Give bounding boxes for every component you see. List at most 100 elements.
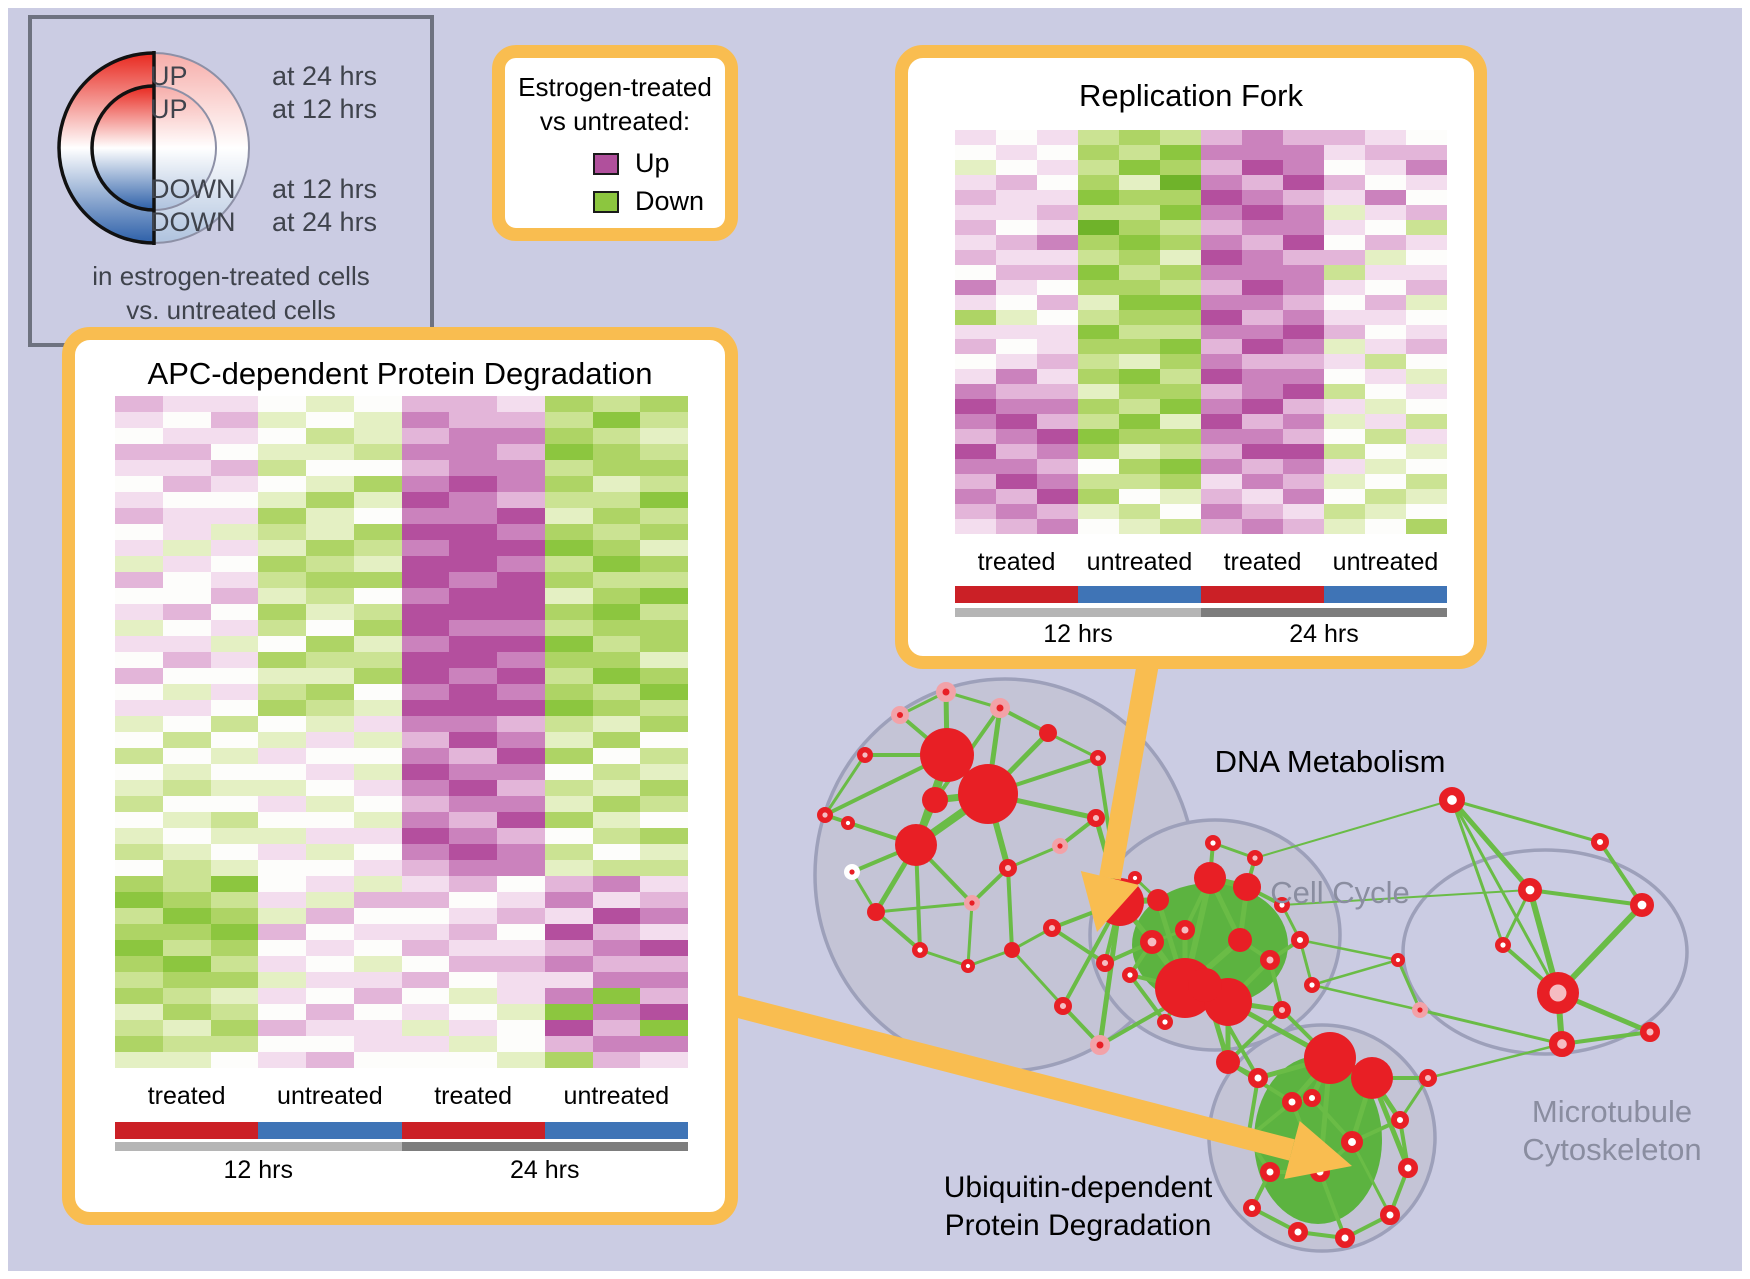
apc-heatmap <box>115 396 688 1068</box>
group-labels: treated untreated treated untreated <box>955 548 1447 577</box>
callout-arrow-head <box>1080 870 1140 932</box>
gene-node <box>895 824 937 866</box>
gene-node <box>1303 977 1320 994</box>
gene-node <box>1418 1068 1437 1087</box>
gene-node <box>998 858 1017 877</box>
apc-degradation-panel: APC-dependent Protein Degradation treate… <box>62 327 738 1225</box>
gene-node <box>1194 862 1226 894</box>
network-label: Cytoskeleton <box>1522 1132 1701 1167</box>
gene-node <box>1272 1000 1291 1019</box>
gene-node <box>1188 968 1222 1002</box>
group-label: treated <box>977 548 1056 576</box>
gene-node <box>817 807 834 824</box>
gene-node <box>1282 1092 1302 1112</box>
gene-node <box>1039 724 1057 742</box>
gene-node <box>1216 1050 1240 1074</box>
group-labels: treated untreated treated untreated <box>115 1082 688 1111</box>
gene-node <box>1128 870 1143 885</box>
replication-fork-panel: Replication Fork treated untreated treat… <box>895 45 1487 669</box>
gene-node <box>1640 1022 1660 1042</box>
gene-node <box>1089 750 1106 767</box>
gradient-legend-box: UP at 24 hrs UP at 12 hrs DOWN at 12 hrs… <box>28 15 434 347</box>
network-label: Cell Cycle <box>1270 875 1410 910</box>
group-label: untreated <box>1086 548 1193 576</box>
time-color-bar <box>955 608 1447 617</box>
hrs24-bar <box>1201 608 1447 617</box>
gene-node <box>1302 1088 1321 1107</box>
time-color-bar <box>115 1142 688 1151</box>
untreated-bar <box>258 1122 402 1139</box>
up-color-swatch <box>593 152 619 175</box>
gene-node <box>990 698 1010 718</box>
updown-legend-title-line1: Estrogen-treated <box>518 72 712 102</box>
callout-arrow-head <box>1284 1121 1352 1179</box>
network-labels: DNA Metabolism Cell Cycle MicrotubuleCytos… <box>944 744 1702 1242</box>
gene-node <box>1156 1014 1173 1031</box>
gene-node <box>1086 808 1105 827</box>
gene-node <box>1121 967 1138 984</box>
untreated-bar <box>544 1122 688 1139</box>
up-label: Up <box>635 148 670 178</box>
gene-node <box>1051 838 1068 855</box>
gene-node <box>1233 873 1261 901</box>
panel-title: Replication Fork <box>1079 78 1303 113</box>
gene-node <box>1630 892 1655 917</box>
gene-node <box>1391 952 1406 967</box>
legend-time-label: at 24 hrs <box>272 61 378 91</box>
time-labels: 12 hrs 24 hrs <box>115 1156 688 1185</box>
gene-node <box>1335 1228 1355 1248</box>
updown-legend-title-line2: vs untreated: <box>539 106 691 136</box>
group-label: treated <box>434 1082 513 1110</box>
gene-node <box>1242 1198 1261 1217</box>
group-label: untreated <box>563 1082 670 1110</box>
treatment-color-bar <box>955 586 1447 603</box>
legend-caption-line1: in estrogen-treated cells <box>92 261 370 291</box>
gene-node <box>1390 1110 1409 1129</box>
cluster-microtubule-cytoskeleton <box>1401 848 1689 1056</box>
gene-node <box>1548 1030 1575 1057</box>
legend-caption-line2: vs. untreated cells <box>126 295 336 325</box>
legend-time-label: at 12 hrs <box>272 94 378 124</box>
time-label: 24 hrs <box>510 1156 580 1184</box>
gene-node <box>1351 1057 1393 1099</box>
network-label: Ubiquitin-dependent <box>944 1171 1213 1204</box>
treatment-color-bar <box>115 1122 688 1139</box>
gene-node <box>1494 937 1511 954</box>
gene-node <box>1304 1032 1356 1084</box>
callout-arrow-shaft <box>732 995 1295 1161</box>
gene-node <box>1140 929 1165 954</box>
network-label: Microtubule <box>1532 1094 1692 1129</box>
gene-node <box>840 815 855 830</box>
legend-direction-label: DOWN <box>150 174 236 204</box>
gene-node <box>936 682 956 702</box>
group-label: treated <box>1223 548 1302 576</box>
legend-item-down: Down <box>593 186 704 217</box>
gene-node <box>1095 953 1114 972</box>
gene-node <box>1341 1131 1364 1154</box>
gene-node <box>1042 918 1061 937</box>
gene-node <box>1228 928 1252 952</box>
nodes <box>817 682 1660 1248</box>
gene-node <box>1053 996 1072 1015</box>
network-label: Protein Degradation <box>945 1209 1212 1242</box>
network-label: DNA Metabolism <box>1215 744 1446 779</box>
gene-node <box>1288 1222 1308 1242</box>
gene-node <box>1380 1205 1400 1225</box>
gene-node <box>844 864 861 881</box>
replication-fork-heatmap <box>955 130 1447 534</box>
gene-node <box>857 747 874 764</box>
gene-node <box>867 903 885 921</box>
gene-node <box>1260 950 1280 970</box>
gene-node <box>1590 832 1609 851</box>
gene-node <box>964 895 981 912</box>
legend-direction-label: UP <box>150 61 188 91</box>
treated-bar <box>1201 586 1324 603</box>
gene-node <box>1248 1068 1268 1088</box>
gene-node <box>1147 889 1169 911</box>
gene-node <box>922 787 948 813</box>
gene-node <box>1004 942 1020 958</box>
legend-direction-label: DOWN <box>150 207 236 237</box>
gene-node <box>1175 920 1195 940</box>
